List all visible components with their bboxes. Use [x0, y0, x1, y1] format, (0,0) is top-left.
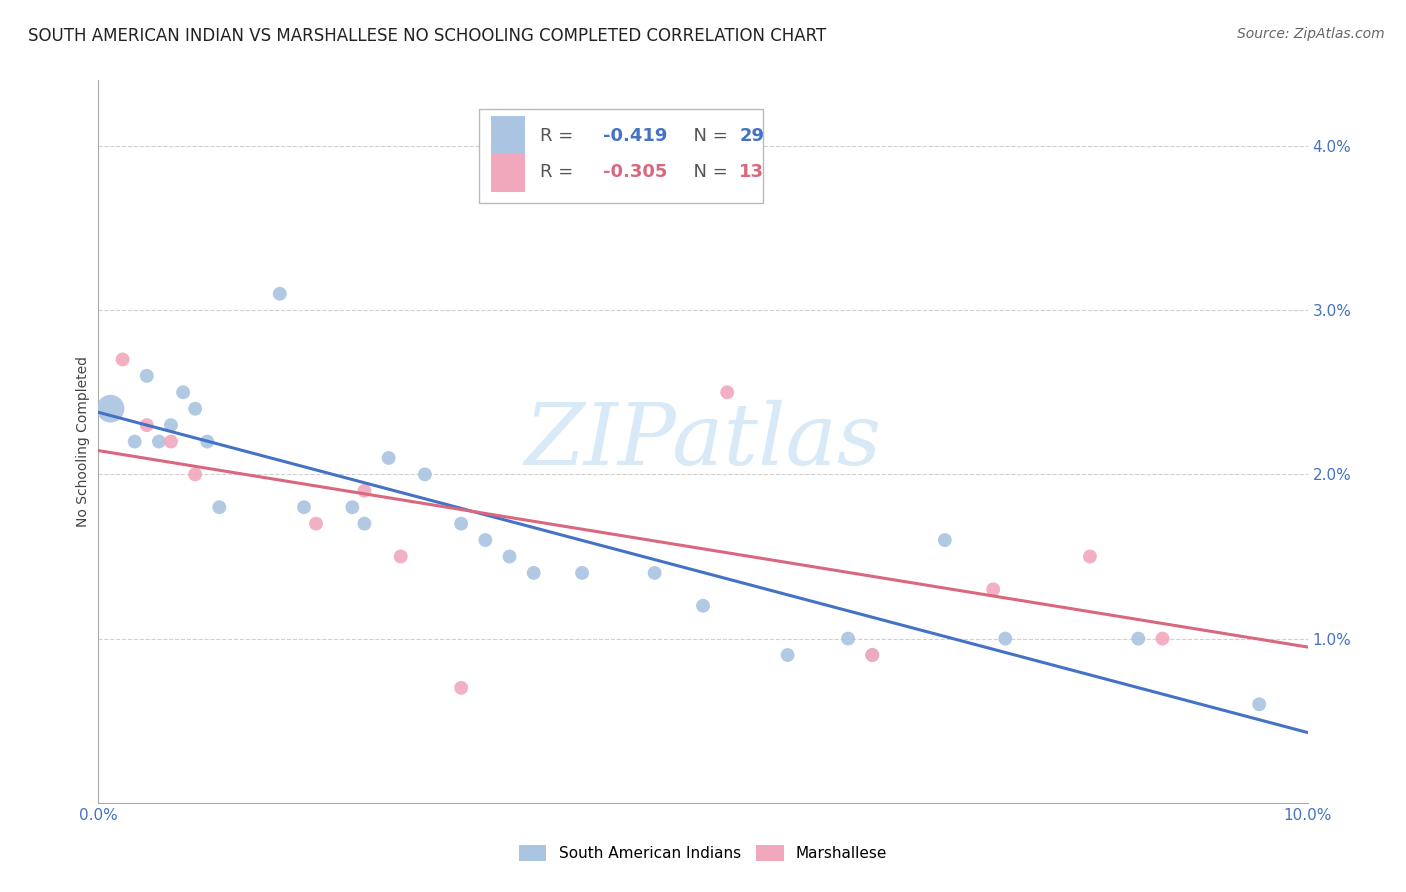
Point	[523, 566, 546, 580]
Point	[292, 500, 315, 515]
Point	[474, 533, 496, 547]
Point	[389, 549, 412, 564]
Point	[342, 500, 364, 515]
Point	[135, 418, 157, 433]
Point	[1128, 632, 1150, 646]
Point	[269, 286, 291, 301]
Text: 29: 29	[740, 128, 765, 145]
FancyBboxPatch shape	[479, 109, 763, 203]
FancyBboxPatch shape	[492, 153, 526, 193]
Point	[353, 483, 375, 498]
Text: N =: N =	[682, 128, 734, 145]
Text: 13: 13	[740, 163, 765, 181]
Point	[148, 434, 170, 449]
FancyBboxPatch shape	[492, 116, 526, 156]
Point	[716, 385, 738, 400]
Point	[1152, 632, 1174, 646]
Text: R =: R =	[540, 128, 579, 145]
Point	[100, 401, 122, 416]
Point	[377, 450, 399, 465]
Point	[498, 549, 520, 564]
Point	[135, 368, 157, 383]
Point	[450, 681, 472, 695]
Point	[981, 582, 1004, 597]
Point	[184, 401, 207, 416]
Point	[111, 352, 134, 367]
Text: -0.419: -0.419	[603, 128, 666, 145]
Text: SOUTH AMERICAN INDIAN VS MARSHALLESE NO SCHOOLING COMPLETED CORRELATION CHART: SOUTH AMERICAN INDIAN VS MARSHALLESE NO …	[28, 27, 827, 45]
Point	[837, 632, 859, 646]
Text: Source: ZipAtlas.com: Source: ZipAtlas.com	[1237, 27, 1385, 41]
Point	[305, 516, 328, 531]
Point	[1078, 549, 1101, 564]
Text: R =: R =	[540, 163, 579, 181]
Text: N =: N =	[682, 163, 734, 181]
Text: ZIPatlas: ZIPatlas	[524, 401, 882, 483]
Legend: South American Indians, Marshallese: South American Indians, Marshallese	[513, 839, 893, 867]
Point	[160, 434, 183, 449]
Point	[1249, 698, 1271, 712]
Point	[195, 434, 218, 449]
Point	[934, 533, 956, 547]
Point	[776, 648, 799, 662]
Point	[353, 516, 375, 531]
Y-axis label: No Schooling Completed: No Schooling Completed	[76, 356, 90, 527]
Text: -0.305: -0.305	[603, 163, 666, 181]
Point	[994, 632, 1017, 646]
Point	[160, 418, 183, 433]
Point	[124, 434, 146, 449]
Point	[644, 566, 666, 580]
Point	[172, 385, 194, 400]
Point	[413, 467, 436, 482]
Point	[571, 566, 593, 580]
Point	[208, 500, 231, 515]
Point	[184, 467, 207, 482]
Point	[692, 599, 714, 613]
Point	[860, 648, 883, 662]
Point	[860, 648, 883, 662]
Point	[450, 516, 472, 531]
